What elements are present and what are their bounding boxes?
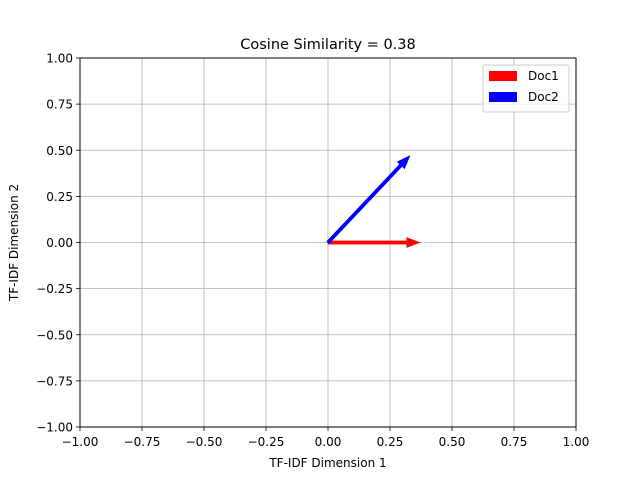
x-axis-label: TF-IDF Dimension 1 bbox=[268, 456, 386, 470]
vectors bbox=[326, 155, 421, 248]
legend-label-doc2: Doc2 bbox=[528, 90, 559, 104]
x-tick-label: 0.75 bbox=[501, 435, 528, 449]
legend: Doc1 Doc2 bbox=[482, 64, 570, 113]
x-tick-label: −0.50 bbox=[186, 435, 223, 449]
x-tick-label: 1.00 bbox=[563, 435, 590, 449]
legend-swatch-doc1 bbox=[489, 71, 517, 81]
vector-arrow-doc2 bbox=[326, 155, 411, 245]
y-tick-label: −0.75 bbox=[36, 374, 73, 388]
y-tick-label: 0.75 bbox=[46, 98, 73, 112]
legend-label-doc1: Doc1 bbox=[528, 69, 559, 83]
x-tick-label: −1.00 bbox=[62, 435, 99, 449]
y-tick-label: −0.50 bbox=[36, 328, 73, 342]
y-tick-label: 1.00 bbox=[46, 52, 73, 66]
x-tick-label: 0.00 bbox=[315, 435, 342, 449]
x-tick-label: 0.50 bbox=[439, 435, 466, 449]
y-tick-label: 0.00 bbox=[46, 236, 73, 250]
y-axis-label: TF-IDF Dimension 2 bbox=[7, 184, 21, 302]
x-tick-label: −0.25 bbox=[248, 435, 285, 449]
x-tick-label: −0.75 bbox=[124, 435, 161, 449]
legend-swatch-doc2 bbox=[489, 92, 517, 102]
vector-arrow-doc1 bbox=[327, 237, 421, 248]
x-tick-label: 0.25 bbox=[377, 435, 404, 449]
ticks: −1.00 −0.75 −0.50 −0.25 0.00 0.25 0.50 0.75 1.00… bbox=[36, 52, 589, 450]
chart-title: Cosine Similarity = 0.38 bbox=[240, 37, 416, 53]
y-tick-label: −1.00 bbox=[36, 421, 73, 435]
y-tick-label: −0.25 bbox=[36, 282, 73, 296]
y-tick-label: 0.25 bbox=[46, 190, 73, 204]
y-tick-label: 0.50 bbox=[46, 144, 73, 158]
